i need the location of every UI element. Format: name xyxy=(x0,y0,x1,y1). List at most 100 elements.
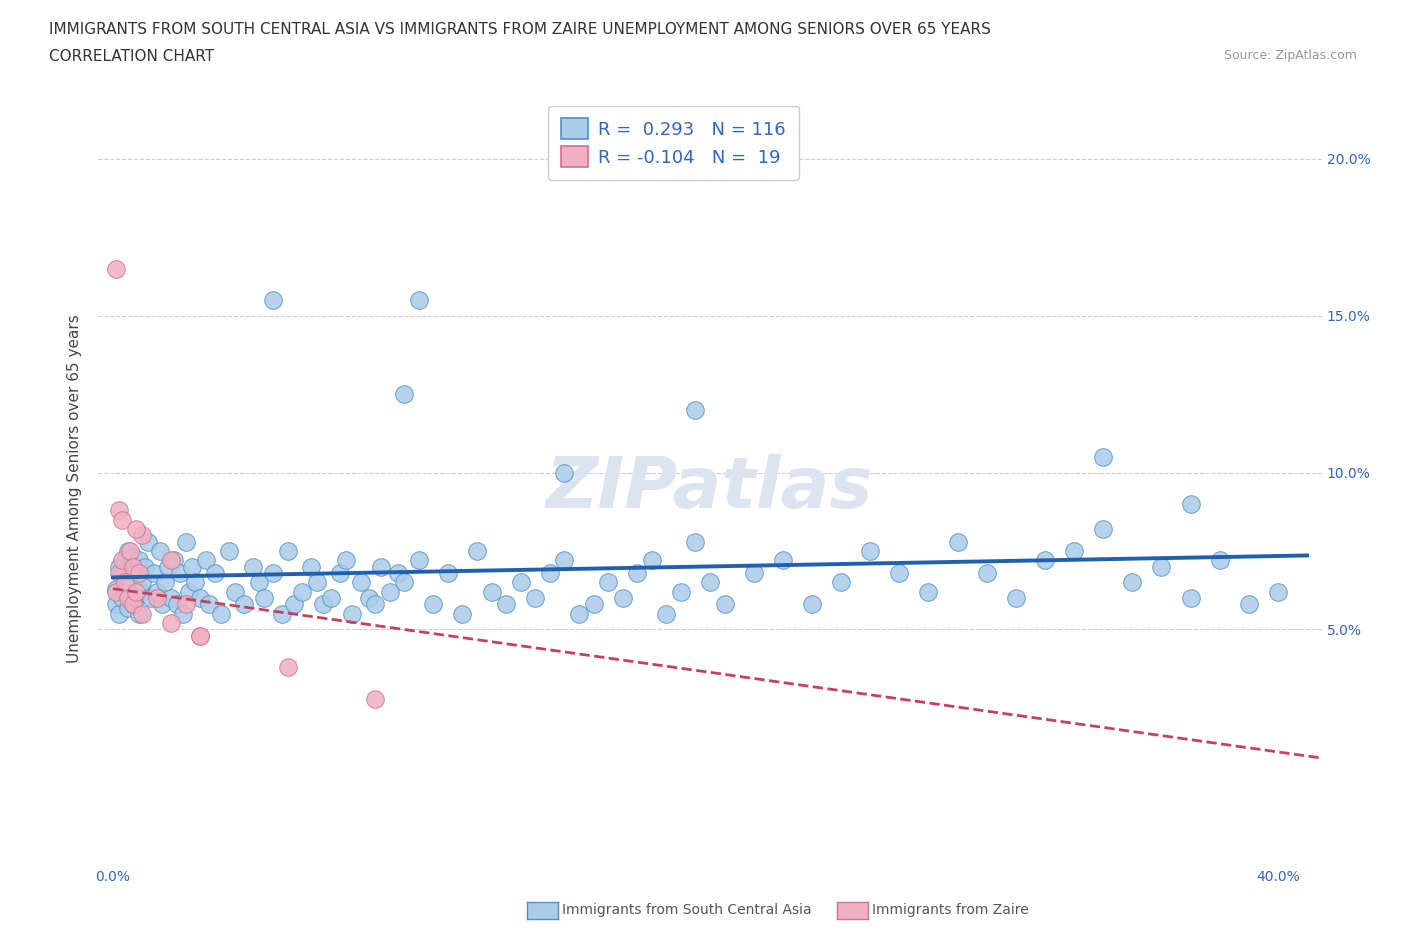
Point xyxy=(125,584,148,599)
Point xyxy=(321,591,343,605)
Point xyxy=(131,606,153,621)
Point xyxy=(408,553,430,568)
Point xyxy=(155,575,177,590)
Point xyxy=(224,584,246,599)
Point xyxy=(305,575,328,590)
Point xyxy=(598,575,620,590)
Point xyxy=(1267,584,1289,599)
Legend: R =  0.293   N = 116, R = -0.104   N =  19: R = 0.293 N = 116, R = -0.104 N = 19 xyxy=(548,106,799,179)
Point xyxy=(117,600,139,615)
Point xyxy=(188,629,212,644)
Point xyxy=(145,591,167,605)
Point xyxy=(114,584,136,599)
Point xyxy=(262,565,284,580)
Point xyxy=(370,559,392,574)
Point xyxy=(104,261,127,276)
Point xyxy=(1180,591,1202,605)
Point xyxy=(277,659,299,674)
Point xyxy=(437,565,460,580)
Point xyxy=(108,606,131,621)
Point xyxy=(104,581,127,596)
Point xyxy=(524,591,547,605)
Point xyxy=(169,565,191,580)
Point xyxy=(378,584,401,599)
Point xyxy=(340,606,363,621)
Point xyxy=(1237,597,1260,612)
Point xyxy=(641,553,664,568)
Point xyxy=(349,575,371,590)
Point xyxy=(1004,591,1026,605)
Point xyxy=(122,597,145,612)
Point xyxy=(1208,553,1232,568)
Point xyxy=(122,559,145,574)
Point xyxy=(612,591,634,605)
Point xyxy=(422,597,444,612)
Point xyxy=(125,565,148,580)
Point xyxy=(626,565,648,580)
Point xyxy=(830,575,852,590)
Point xyxy=(713,597,735,612)
Point xyxy=(329,565,352,580)
Text: Immigrants from Zaire: Immigrants from Zaire xyxy=(872,902,1028,917)
Point xyxy=(801,597,824,612)
Text: IMMIGRANTS FROM SOUTH CENTRAL ASIA VS IMMIGRANTS FROM ZAIRE UNEMPLOYMENT AMONG S: IMMIGRANTS FROM SOUTH CENTRAL ASIA VS IM… xyxy=(49,22,991,37)
Point xyxy=(946,534,969,549)
Point xyxy=(111,565,134,580)
Point xyxy=(394,387,416,402)
Point xyxy=(364,597,387,612)
Point xyxy=(889,565,911,580)
Point xyxy=(131,584,153,599)
Point xyxy=(291,584,314,599)
Point xyxy=(387,565,409,580)
Point xyxy=(553,553,575,568)
Point xyxy=(359,591,381,605)
Point xyxy=(209,606,232,621)
Point xyxy=(1150,559,1173,574)
Point xyxy=(117,543,139,558)
Point xyxy=(1092,522,1115,537)
Point xyxy=(553,465,575,480)
Point xyxy=(198,597,221,612)
Point xyxy=(568,606,591,621)
Point xyxy=(139,591,162,605)
Point xyxy=(976,565,998,580)
Point xyxy=(509,575,531,590)
Point xyxy=(145,584,167,599)
Point xyxy=(104,597,127,612)
Point xyxy=(685,403,707,418)
Point xyxy=(111,591,134,605)
Point xyxy=(134,559,156,574)
Point xyxy=(142,565,165,580)
Point xyxy=(481,584,503,599)
Point xyxy=(128,565,150,580)
Point xyxy=(108,559,131,574)
Point xyxy=(174,597,197,612)
Point xyxy=(122,550,145,565)
Point xyxy=(108,503,131,518)
Point xyxy=(160,553,183,568)
Point xyxy=(163,553,186,568)
Point xyxy=(111,553,134,568)
Point xyxy=(188,629,212,644)
Point xyxy=(218,543,240,558)
Point xyxy=(183,575,205,590)
Text: Source: ZipAtlas.com: Source: ZipAtlas.com xyxy=(1223,49,1357,62)
Point xyxy=(114,553,136,568)
Point xyxy=(195,553,218,568)
Point xyxy=(859,543,882,558)
Point xyxy=(233,597,256,612)
Point xyxy=(172,606,194,621)
Point xyxy=(582,597,605,612)
Point xyxy=(204,565,226,580)
Point xyxy=(1033,553,1056,568)
Point xyxy=(149,543,172,558)
Point xyxy=(685,534,707,549)
Point xyxy=(465,543,488,558)
Point xyxy=(772,553,794,568)
Point xyxy=(174,534,197,549)
Point xyxy=(160,591,183,605)
Point xyxy=(122,597,145,612)
Point xyxy=(394,575,416,590)
Point xyxy=(364,691,387,706)
Point xyxy=(917,584,939,599)
